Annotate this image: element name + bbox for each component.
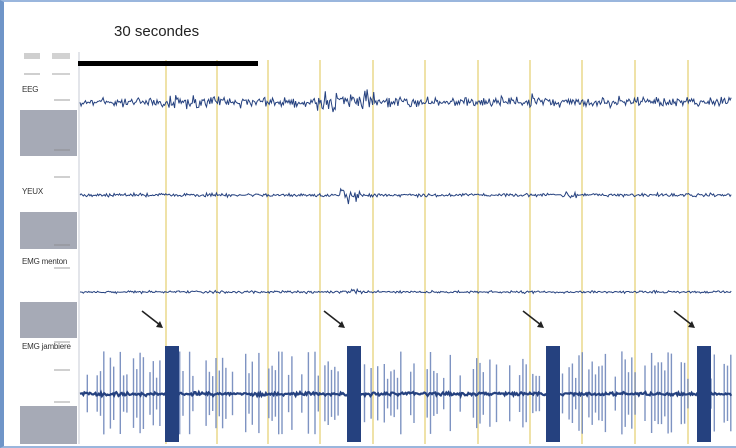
channel-label-emg-jambiere: EMG jambiere (22, 342, 71, 351)
eeg-trace (79, 89, 732, 113)
emg-burst (347, 346, 361, 442)
emg-jambiere-trace (79, 389, 733, 400)
yeux-trace (79, 187, 732, 205)
event-arrow-head (688, 321, 695, 328)
time-scale-label: 30 secondes (114, 23, 200, 40)
channel-label-eeg: EEG (22, 85, 39, 94)
calibration-box (20, 406, 77, 444)
event-arrow (323, 310, 343, 326)
event-arrow-head (156, 321, 163, 328)
channel-label-yeux: YEUX (22, 187, 43, 196)
emg-burst (165, 346, 179, 442)
emg-menton-trace (79, 287, 732, 295)
calibration-box (20, 302, 77, 338)
calibration-box (20, 110, 77, 156)
chart-area (20, 52, 733, 444)
emg-burst (697, 346, 711, 442)
event-arrow-head (537, 321, 544, 328)
emg-burst (546, 346, 560, 442)
event-arrow (673, 310, 693, 326)
event-arrow (522, 310, 542, 326)
event-arrow (141, 310, 161, 326)
channel-label-emg-menton: EMG menton (22, 257, 68, 266)
calibration-box (20, 212, 77, 249)
time-scale-bar (78, 61, 258, 66)
event-arrow-head (338, 321, 345, 328)
